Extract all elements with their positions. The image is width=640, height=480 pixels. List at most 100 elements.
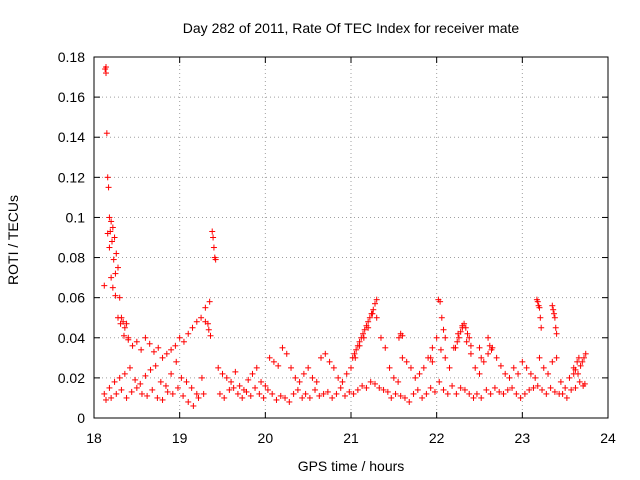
data-point (472, 364, 479, 371)
data-point (239, 394, 246, 401)
data-point (464, 330, 471, 337)
data-point (183, 378, 190, 385)
data-point (491, 384, 498, 391)
data-point (549, 302, 556, 309)
data-point (207, 332, 214, 339)
data-point (412, 374, 419, 381)
data-point (538, 324, 545, 331)
y-axis-title: ROTI / TECUs (5, 195, 21, 285)
data-point (478, 394, 485, 401)
data-point (117, 320, 124, 327)
data-point (168, 346, 175, 353)
data-point (384, 388, 391, 395)
data-point (461, 386, 468, 393)
data-point (206, 298, 213, 305)
data-point (112, 292, 119, 299)
data-point (104, 174, 111, 181)
data-point (343, 370, 350, 377)
data-point (485, 334, 492, 341)
data-point (530, 384, 537, 391)
data-point (519, 358, 526, 365)
data-point (506, 374, 513, 381)
data-point (358, 334, 365, 341)
data-point (106, 384, 113, 391)
data-point (189, 324, 196, 331)
y-tick-label: 0 (77, 410, 85, 426)
data-point (371, 300, 378, 307)
data-point (476, 370, 483, 377)
data-point (521, 390, 528, 397)
data-point (339, 378, 346, 385)
axis-ticks: 0 0.02 0.04 0.06 0.08 0.1 0.12 0.14 0.16 0.18 18 19… (58, 49, 616, 446)
data-point (363, 384, 370, 391)
y-tick-label: 0.12 (58, 169, 85, 185)
data-point (205, 326, 212, 333)
data-point (221, 394, 228, 401)
data-point (537, 314, 544, 321)
data-point (249, 370, 256, 377)
data-point (581, 380, 588, 387)
data-point (223, 374, 230, 381)
data-point (292, 374, 299, 381)
x-tick-label: 23 (515, 430, 531, 446)
data-point (116, 294, 123, 301)
data-point (427, 354, 434, 361)
data-point (305, 364, 312, 371)
data-point (296, 378, 303, 385)
data-point (410, 390, 417, 397)
data-point (125, 336, 132, 343)
data-points (101, 64, 589, 409)
data-point (509, 384, 516, 391)
data-point (416, 370, 423, 377)
data-point (316, 392, 323, 399)
data-point (118, 386, 125, 393)
data-point (178, 374, 185, 381)
data-point (105, 184, 112, 191)
data-point (433, 334, 440, 341)
data-point (487, 390, 494, 397)
data-point (420, 364, 427, 371)
data-point (497, 362, 504, 369)
data-point (286, 398, 293, 405)
data-point (534, 382, 541, 389)
data-point (247, 392, 254, 399)
data-point (388, 394, 395, 401)
x-axis-title: GPS time / hours (298, 458, 405, 474)
data-point (452, 344, 459, 351)
data-point (306, 394, 313, 401)
data-point (382, 344, 389, 351)
data-point (401, 394, 408, 401)
data-point (230, 384, 237, 391)
data-point (172, 342, 179, 349)
data-point (180, 338, 187, 345)
data-point (386, 364, 393, 371)
data-point (346, 388, 353, 395)
data-point (572, 366, 579, 373)
data-point (395, 334, 402, 341)
y-tick-label: 0.16 (58, 89, 85, 105)
data-point (283, 350, 290, 357)
data-point (169, 390, 176, 397)
data-point (437, 298, 444, 305)
data-point (109, 224, 116, 231)
data-point (106, 214, 113, 221)
y-tick-label: 0.14 (58, 129, 85, 145)
grid-lines (94, 57, 608, 418)
data-point (180, 392, 187, 399)
data-point (324, 388, 331, 395)
data-point (212, 256, 219, 263)
data-point (149, 386, 156, 393)
data-point (144, 392, 151, 399)
data-point (463, 338, 470, 345)
data-point (543, 390, 550, 397)
data-point (163, 350, 170, 357)
data-point (399, 332, 406, 339)
data-point (162, 382, 169, 389)
y-tick-label: 0.18 (58, 49, 85, 65)
data-point (243, 388, 250, 395)
data-point (356, 338, 363, 345)
data-point (188, 384, 195, 391)
data-point (579, 358, 586, 365)
data-point (437, 346, 444, 353)
